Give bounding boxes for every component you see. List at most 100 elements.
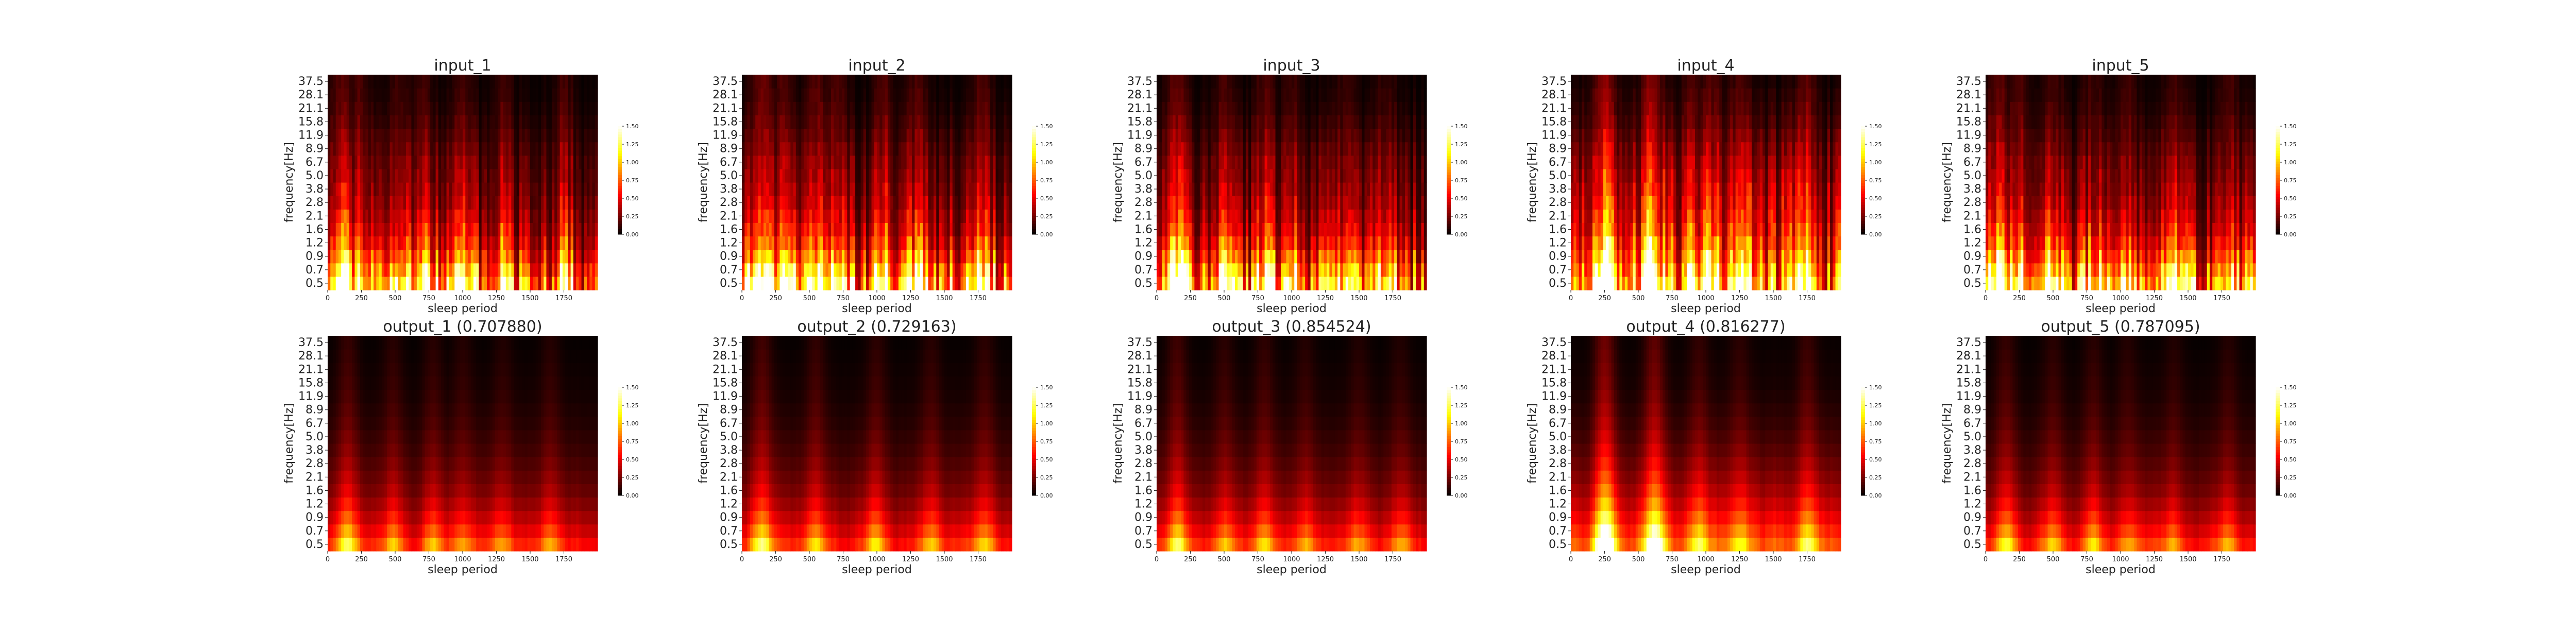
heatmap-cell (370, 276, 374, 290)
heatmap-cell (1418, 115, 1422, 129)
heatmap-cell (492, 88, 496, 102)
heatmap-cell (562, 115, 566, 129)
heatmap-cell (516, 101, 520, 115)
heatmap-cell (368, 142, 371, 156)
y-tick-label: 2.1 (306, 210, 324, 222)
heatmap-cell (384, 222, 387, 237)
heatmap-cell (952, 276, 956, 290)
heatmap-cell (887, 209, 891, 223)
heatmap-cell (1162, 142, 1165, 156)
heatmap-cell (1418, 222, 1422, 237)
colorbar-segment (1032, 224, 1036, 227)
heatmap-cell (398, 276, 401, 290)
heatmap-cell (969, 142, 972, 156)
heatmap-cell (976, 249, 980, 264)
heatmap-cell (441, 101, 444, 115)
heatmap-cell (1227, 115, 1230, 129)
heatmap-cell (414, 115, 417, 129)
heatmap-cell (1348, 222, 1351, 237)
heatmap-cell (971, 182, 975, 196)
heatmap-cell (341, 88, 345, 102)
heatmap-cell (960, 182, 964, 196)
heatmap-cell (476, 222, 480, 237)
heatmap-cell (524, 168, 528, 183)
heatmap-cell (847, 88, 851, 102)
heatmap-cell (874, 222, 877, 237)
heatmap-cell (877, 209, 880, 223)
heatmap-cell (1372, 276, 1376, 290)
heatmap-cell (489, 209, 493, 223)
heatmap-cell (960, 249, 964, 264)
heatmap-cell (1234, 249, 1238, 264)
heatmap-cell (850, 75, 853, 89)
heatmap-cell (540, 155, 544, 169)
heatmap-cell (890, 276, 894, 290)
heatmap-cell (774, 182, 777, 196)
heatmap-cell (909, 182, 912, 196)
heatmap-cell (1253, 236, 1257, 250)
heatmap-cell (381, 155, 385, 169)
heatmap-cell (742, 115, 745, 129)
heatmap-cell (557, 128, 561, 143)
heatmap-cell (917, 155, 921, 169)
heatmap-cell (1294, 222, 1298, 237)
heatmap-cell (1199, 236, 1203, 250)
heatmap-cell (941, 75, 945, 89)
colorbar-segment (618, 202, 622, 205)
heatmap-cell (1364, 276, 1368, 290)
heatmap-cell (427, 128, 431, 143)
heatmap-cell (1334, 88, 1338, 102)
heatmap-cell (993, 236, 996, 250)
heatmap-cell (487, 115, 490, 129)
heatmap-cell (1362, 115, 1365, 129)
heatmap-cell (755, 249, 759, 264)
heatmap-cell (955, 276, 958, 290)
heatmap-cell (400, 222, 404, 237)
heatmap-cell (742, 182, 745, 196)
heatmap-cell (1305, 128, 1309, 143)
heatmap-cell (1186, 75, 1190, 89)
heatmap-cell (476, 276, 480, 290)
heatmap-cell (363, 168, 366, 183)
heatmap-cell (446, 249, 450, 264)
heatmap-cell (1251, 142, 1255, 156)
heatmap-cell (958, 88, 961, 102)
heatmap-cell (587, 236, 590, 250)
heatmap-cell (470, 128, 474, 143)
y-tick-label: 0.7 (306, 264, 324, 277)
heatmap-cell (365, 209, 369, 223)
heatmap-cell (503, 88, 506, 102)
heatmap-cell (858, 249, 861, 264)
heatmap-cell (446, 263, 450, 277)
heatmap-cell (1186, 128, 1190, 143)
heatmap-cell (920, 222, 923, 237)
heatmap-cell (1302, 276, 1306, 290)
heatmap-cell (1234, 128, 1238, 143)
heatmap-cell (1316, 75, 1319, 89)
heatmap-cell (841, 196, 845, 210)
heatmap-cell (352, 276, 355, 290)
heatmap-cell (557, 236, 561, 250)
heatmap-cell (470, 155, 474, 169)
heatmap-cell (368, 236, 371, 250)
heatmap-cell (495, 168, 498, 183)
heatmap-cell (1356, 142, 1360, 156)
heatmap-cell (1197, 263, 1200, 277)
heatmap-cell (425, 209, 428, 223)
heatmap-cell (1418, 75, 1422, 89)
y-tick-label: 1.2 (720, 237, 738, 250)
heatmap-cell (570, 75, 574, 89)
heatmap-cell (1359, 115, 1362, 129)
heatmap-cell (535, 101, 539, 115)
heatmap-cell (990, 75, 993, 89)
heatmap-cell (381, 88, 385, 102)
heatmap-cell (519, 115, 522, 129)
heatmap-cell (1170, 115, 1174, 129)
heatmap-cell (1305, 196, 1309, 210)
heatmap-cell (389, 222, 393, 237)
heatmap-cell (998, 115, 1002, 129)
heatmap-cell (834, 88, 837, 102)
heatmap-cell (1267, 115, 1270, 129)
heatmap-cell (879, 182, 883, 196)
heatmap-cell (750, 249, 753, 264)
